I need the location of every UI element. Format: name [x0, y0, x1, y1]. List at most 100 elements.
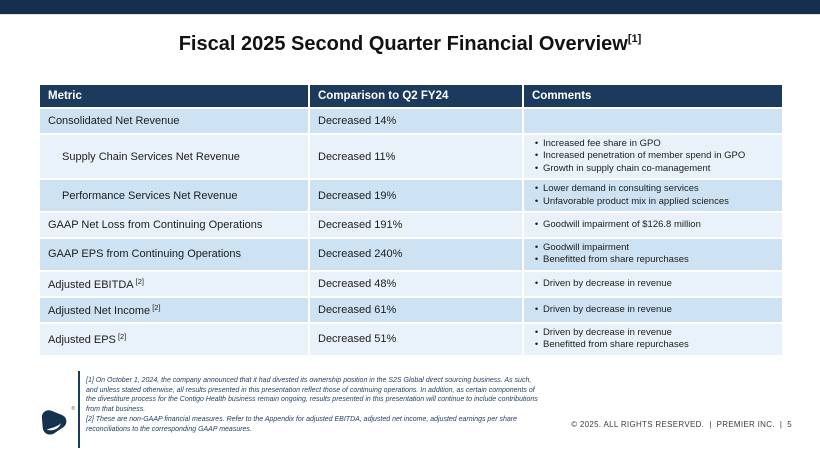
footnote-item: [2] These are non-GAAP financial measure…	[86, 415, 517, 433]
comparison-cell: Decreased 11%	[308, 132, 524, 181]
page-title-text: Fiscal 2025 Second Quarter Financial Ove…	[178, 33, 628, 55]
bullet-icon: •	[534, 162, 539, 174]
comments-cell: • Goodwill impairment • Benefitted from sha…	[522, 237, 784, 272]
bullet-text: Benefitted from share repurchases	[543, 254, 689, 266]
footer-separator: |	[709, 420, 712, 429]
comparison-cell: Decreased 191%	[308, 211, 524, 240]
bullet-text: Driven by decrease in revenue	[543, 326, 672, 338]
metric-cell: GAAP Net Loss from Continuing Operations	[38, 211, 310, 240]
bullet-item: • Increased penetration of member spend i…	[530, 150, 774, 162]
bullet-icon: •	[534, 242, 539, 254]
metric-superscript: [2]	[133, 276, 145, 286]
bullet-item: • Goodwill impairment of $126.8 million	[530, 219, 774, 231]
table-row: GAAP EPS from Continuing Operations Decre…	[38, 237, 784, 272]
bullet-icon: •	[534, 277, 539, 289]
company-name: PREMIER INC.	[716, 420, 775, 429]
table-row: Performance Services Net Revenue Decrease…	[38, 178, 784, 214]
comparison-cell: Decreased 61%	[308, 295, 524, 324]
comments-cell: • Driven by decrease in revenue	[522, 295, 784, 324]
bullet-item: • Driven by decrease in revenue	[530, 304, 774, 316]
page-number: 5	[787, 420, 792, 429]
bullet-text: Goodwill impairment of $126.8 million	[543, 218, 701, 230]
table-row: Consolidated Net Revenue Decreased 14%	[38, 107, 784, 135]
title-superscript: [1]	[627, 33, 642, 45]
metric-superscript: [2]	[115, 332, 127, 342]
metric-cell: Supply Chain Services Net Revenue	[38, 132, 310, 181]
bullet-icon: •	[534, 183, 539, 195]
footer: © 2025. ALL RIGHTS RESERVED. | PREMIER INC…	[571, 420, 792, 429]
footnote-divider-line	[78, 371, 80, 448]
metric-cell: GAAP EPS from Continuing Operations	[38, 237, 310, 272]
table-row: Adjusted EBITDA [2] Decreased 48% • Driven …	[38, 269, 784, 298]
comparison-cell: Decreased 51%	[308, 321, 524, 357]
copyright-text: © 2025. ALL RIGHTS RESERVED.	[571, 420, 705, 429]
metric-label: Performance Services Net Revenue	[62, 189, 238, 202]
bullet-text: Goodwill impairment	[543, 242, 630, 254]
metric-label: Supply Chain Services Net Revenue	[62, 150, 240, 163]
bullet-item: • Driven by decrease in revenue	[530, 278, 774, 290]
footnotes: [1] On October 1, 2024, the company anno…	[86, 376, 538, 434]
metric-label: Adjusted EBITDA	[48, 278, 134, 291]
metric-label: Adjusted Net Income	[48, 304, 151, 317]
bullet-item: • Growth in supply chain co-management	[530, 163, 774, 175]
bullet-icon: •	[534, 339, 539, 351]
metric-label: GAAP EPS from Continuing Operations	[48, 248, 242, 261]
comparison-cell: Decreased 240%	[308, 237, 524, 272]
comments-cell: • Increased fee share in GPO • Increased pe…	[522, 132, 784, 181]
footnote-item: [1] On October 1, 2024, the company anno…	[86, 377, 538, 414]
bullet-icon: •	[534, 218, 539, 230]
comparison-cell: Decreased 19%	[308, 178, 524, 214]
bullet-text: Unfavorable product mix in applied scien…	[543, 195, 729, 207]
bullet-item: • Driven by decrease in revenue	[530, 327, 774, 339]
bullet-icon: •	[534, 150, 539, 162]
metric-label: GAAP Net Loss from Continuing Operations	[48, 219, 263, 232]
metric-superscript: [2]	[150, 302, 161, 312]
bullet-icon: •	[534, 303, 539, 315]
bullet-icon: •	[534, 254, 539, 266]
bullet-item: • Goodwill impairment	[530, 242, 774, 254]
bullet-item: • Benefitted from share repurchases	[530, 339, 774, 351]
comments-cell: • Goodwill impairment of $126.8 million	[522, 211, 784, 240]
comments-cell	[522, 107, 784, 135]
metric-cell: Performance Services Net Revenue	[38, 178, 310, 214]
metric-cell: Consolidated Net Revenue	[38, 107, 310, 135]
bullet-item: • Unfavorable product mix in applied scie…	[530, 196, 774, 208]
comments-cell: • Lower demand in consulting services • Unf…	[522, 178, 784, 214]
comments-cell: • Driven by decrease in revenue	[522, 269, 784, 298]
comments-cell: • Driven by decrease in revenue • Benefitte…	[522, 321, 784, 357]
table-row: Adjusted Net Income [2] Decreased 61% • Dri…	[38, 295, 784, 324]
table-body: Consolidated Net Revenue Decreased 14% Sup…	[38, 107, 784, 357]
bullet-icon: •	[534, 195, 539, 207]
column-header: Metric	[38, 85, 310, 109]
bullet-text: Growth in supply chain co-management	[543, 162, 711, 174]
metric-cell: Adjusted Net Income [2]	[38, 295, 310, 324]
metric-cell: Adjusted EPS [2]	[38, 321, 310, 357]
table-row: GAAP Net Loss from Continuing Operations…	[38, 211, 784, 240]
metric-label: Consolidated Net Revenue	[48, 115, 180, 127]
bullet-icon: •	[534, 326, 539, 338]
metric-label: Adjusted EPS	[48, 334, 116, 347]
top-accent-bar	[0, 0, 820, 15]
column-header: Comments	[522, 85, 784, 109]
bullet-icon: •	[534, 138, 539, 149]
bullet-item: • Benefitted from share repurchases	[530, 254, 774, 266]
bullet-text: Driven by decrease in revenue	[543, 277, 672, 289]
bullet-item: • Increased fee share in GPO	[530, 138, 774, 150]
table-row: Supply Chain Services Net Revenue Decreas…	[38, 132, 784, 181]
bullet-text: Increased fee share in GPO	[543, 138, 661, 149]
title-wrap: Fiscal 2025 Second Quarter Financial Ove…	[0, 33, 820, 56]
bullet-text: Increased penetration of member spend in…	[543, 150, 746, 162]
premier-logo-icon: ®	[38, 406, 75, 441]
bullet-text: Benefitted from share repurchases	[543, 339, 689, 351]
footer-separator: |	[779, 420, 783, 429]
table-header-row: Metric Comparison to Q2 FY24 Comments	[38, 85, 784, 109]
metric-cell: Adjusted EBITDA [2]	[38, 269, 310, 298]
comparison-cell: Decreased 14%	[308, 107, 524, 135]
page-title: Fiscal 2025 Second Quarter Financial Ove…	[179, 33, 642, 55]
bullet-text: Driven by decrease in revenue	[543, 303, 672, 315]
financial-overview-table: Metric Comparison to Q2 FY24 Comments Cons…	[38, 85, 784, 357]
bullet-text: Lower demand in consulting services	[543, 183, 699, 195]
column-header: Comparison to Q2 FY24	[308, 85, 524, 109]
bullet-item: • Lower demand in consulting services	[530, 183, 774, 195]
